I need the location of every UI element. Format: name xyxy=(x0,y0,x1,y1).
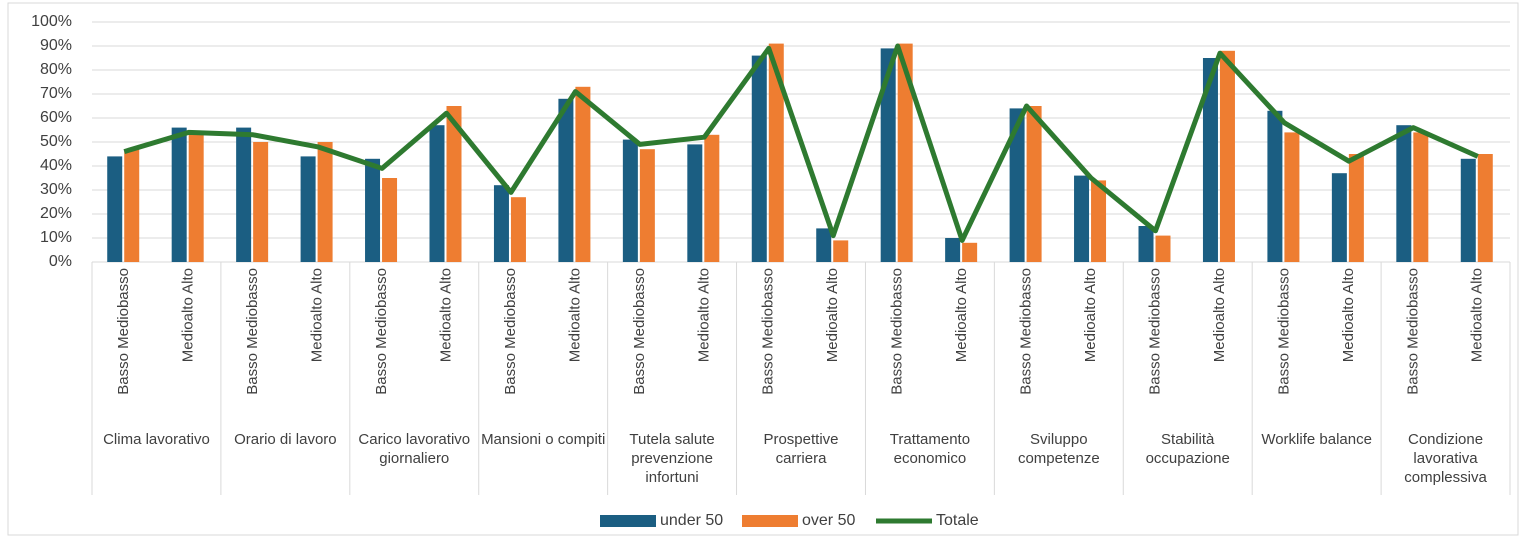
bar xyxy=(622,139,638,262)
legend-swatch xyxy=(600,515,656,527)
line xyxy=(123,43,1479,243)
bar xyxy=(768,43,784,262)
bar xyxy=(1413,132,1429,262)
bar xyxy=(704,134,720,262)
x-tick-label: Medioalto Alto xyxy=(180,268,197,362)
x-tick-label: Medioalto Alto xyxy=(824,268,841,362)
bar xyxy=(1284,132,1300,262)
group-label: Stabilità occupazione xyxy=(1145,431,1230,467)
x-tick-label: Medioalto Alto xyxy=(566,268,583,362)
bar xyxy=(1202,58,1218,262)
bar xyxy=(300,156,316,262)
bar xyxy=(751,55,767,262)
y-tick-label: 80% xyxy=(40,61,72,78)
bar xyxy=(493,185,509,262)
y-tick-label: 0% xyxy=(49,253,72,270)
bar xyxy=(317,142,333,262)
bar xyxy=(510,197,526,262)
legend-swatch xyxy=(742,515,798,527)
bar xyxy=(962,242,978,262)
y-tick-label: 40% xyxy=(40,157,72,174)
y-tick-label: 30% xyxy=(40,181,72,198)
group-label: Clima lavorativo xyxy=(103,431,210,448)
x-tick-label: Medioalto Alto xyxy=(437,268,454,362)
y-tick-label: 60% xyxy=(40,109,72,126)
bar xyxy=(1348,154,1364,262)
bar xyxy=(124,149,140,262)
x-tick-label: Medioalto Alto xyxy=(1340,268,1357,362)
group-label: Mansioni o compiti xyxy=(481,431,606,448)
bar xyxy=(816,228,832,262)
y-tick-label: 100% xyxy=(31,13,72,30)
legend-label: over 50 xyxy=(802,512,855,529)
bar xyxy=(107,156,123,262)
x-tick-label: Basso Mediobasso xyxy=(1018,268,1035,395)
group-label: Trattamento economico xyxy=(889,431,971,467)
bar xyxy=(1138,226,1154,262)
x-tick-label: Medioalto Alto xyxy=(1082,268,1099,362)
y-tick-label: 70% xyxy=(40,85,72,102)
chart-frame xyxy=(7,2,1519,536)
x-tick-label: Basso Mediobasso xyxy=(1404,268,1421,395)
bar xyxy=(1155,235,1171,262)
legend-label: Totale xyxy=(936,512,979,529)
bar xyxy=(687,144,703,262)
bar xyxy=(880,48,896,263)
bar xyxy=(945,238,961,262)
x-tick-label: Basso Mediobasso xyxy=(760,268,777,395)
bar xyxy=(1009,108,1025,263)
bar xyxy=(446,106,462,262)
bar xyxy=(1267,110,1283,262)
legend-label: under 50 xyxy=(660,512,723,529)
group-label: Sviluppo competenze xyxy=(1017,431,1100,467)
bar xyxy=(171,127,187,262)
bar xyxy=(639,149,655,262)
bar xyxy=(253,142,269,262)
group-label: Condizione lavorativa complessiva xyxy=(1404,431,1487,486)
group-label: Worklife balance xyxy=(1261,431,1372,448)
bar xyxy=(1074,175,1090,262)
x-tick-label: Medioalto Alto xyxy=(695,268,712,362)
x-tick-label: Basso Mediobasso xyxy=(244,268,261,395)
x-tick-label: Basso Mediobasso xyxy=(889,268,906,395)
x-tick-label: Basso Mediobasso xyxy=(115,268,132,395)
group-label: Orario di lavoro xyxy=(234,431,337,448)
bar xyxy=(1477,154,1493,262)
y-tick-label: 10% xyxy=(40,229,72,246)
x-tick-label: Basso Mediobasso xyxy=(502,268,519,395)
group-label: Prospettive carriera xyxy=(763,431,839,467)
bar xyxy=(1026,106,1042,262)
bar xyxy=(382,178,398,262)
x-tick-label: Basso Mediobasso xyxy=(1275,268,1292,395)
bar xyxy=(1091,180,1107,262)
x-tick-label: Medioalto Alto xyxy=(1211,268,1228,362)
bar xyxy=(429,125,445,262)
bar xyxy=(365,158,381,262)
group-label: Carico lavorativo giornaliero xyxy=(358,431,471,467)
x-tick-label: Medioalto Alto xyxy=(953,268,970,362)
bar xyxy=(188,134,204,262)
x-tick-label: Basso Mediobasso xyxy=(373,268,390,395)
bar xyxy=(236,127,252,262)
y-tick-label: 20% xyxy=(40,205,72,222)
bar xyxy=(897,43,913,262)
y-tick-label: 90% xyxy=(40,37,72,54)
bar xyxy=(1396,125,1412,262)
bar xyxy=(558,98,574,262)
bar xyxy=(1460,158,1476,262)
x-tick-label: Medioalto Alto xyxy=(309,268,326,362)
x-tick-label: Basso Mediobasso xyxy=(631,268,648,395)
bar xyxy=(1219,50,1235,262)
x-tick-label: Medioalto Alto xyxy=(1469,268,1486,362)
group-label: Tutela salute prevenzione infortuni xyxy=(629,431,715,486)
y-tick-label: 50% xyxy=(40,133,72,150)
bar xyxy=(833,240,849,262)
x-tick-label: Basso Mediobasso xyxy=(1146,268,1163,395)
bar xyxy=(575,86,591,262)
bar xyxy=(1331,173,1347,262)
